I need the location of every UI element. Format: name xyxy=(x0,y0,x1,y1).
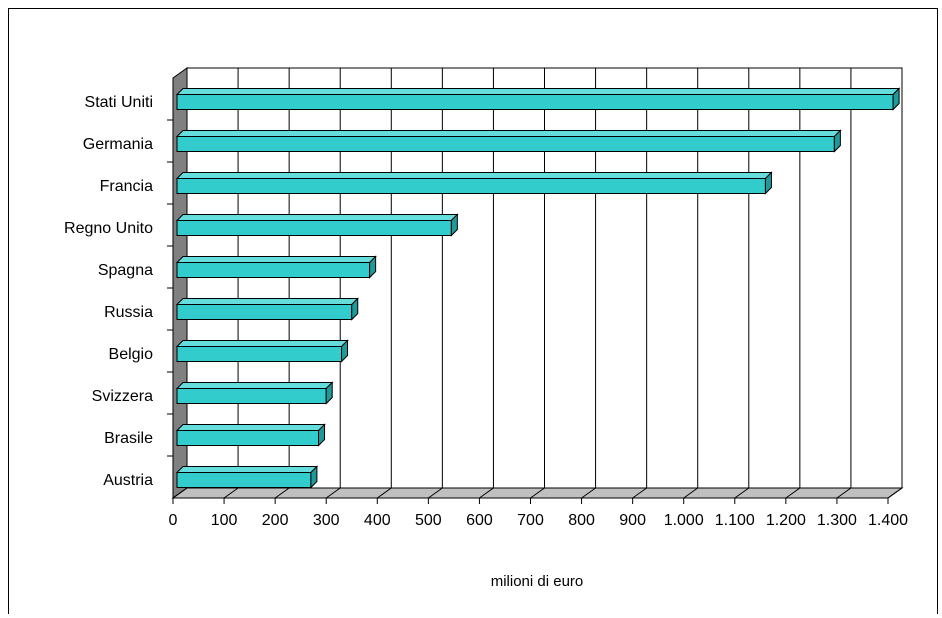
x-tick-label: 200 xyxy=(262,512,289,529)
x-tick-label: 900 xyxy=(619,512,646,529)
bar xyxy=(176,304,353,320)
y-tick-label: Stati Uniti xyxy=(85,94,153,111)
bar xyxy=(176,262,371,278)
bar-top xyxy=(175,424,326,431)
x-tick-label: 700 xyxy=(517,512,544,529)
y-tick-label: Austria xyxy=(103,472,153,489)
bar-end xyxy=(318,423,326,447)
x-tick-label: 100 xyxy=(211,512,238,529)
x-axis-title: milioni di euro xyxy=(491,573,584,590)
bar-top xyxy=(175,256,377,263)
bar-end xyxy=(450,213,458,237)
floor-gridline xyxy=(530,487,545,499)
y-tick-label: Germania xyxy=(83,136,153,153)
floor-gridline xyxy=(581,487,596,499)
x-tick-label: 1.300 xyxy=(817,512,857,529)
bar xyxy=(176,430,320,446)
bar-top xyxy=(175,172,773,179)
bar-top xyxy=(175,340,349,347)
x-tick-label: 400 xyxy=(364,512,391,529)
bar-end xyxy=(892,87,900,111)
bar-top xyxy=(175,130,842,137)
bar xyxy=(176,346,343,362)
floor-gridline xyxy=(325,487,341,499)
floor-gridline xyxy=(428,487,443,499)
bar xyxy=(176,178,766,194)
bar-end xyxy=(310,465,318,489)
bar xyxy=(176,94,894,110)
bar-end xyxy=(369,255,377,279)
floor-gridline xyxy=(223,487,239,499)
bar xyxy=(176,220,452,236)
y-axis-labels: Stati Uniti Germania Francia Regno Unito Spa… xyxy=(64,94,153,489)
bar-top xyxy=(175,214,459,221)
bar-end xyxy=(764,171,772,195)
bar-top xyxy=(175,382,334,389)
y-tick-label: Spagna xyxy=(98,262,153,279)
floor-gridline xyxy=(274,487,290,499)
bar xyxy=(176,136,835,152)
bar-end xyxy=(341,339,349,363)
y-tick-label: Svizzera xyxy=(92,388,153,405)
y-tick-label: Francia xyxy=(100,178,153,195)
x-tick-label: 800 xyxy=(568,512,595,529)
floor-gridline xyxy=(632,487,647,499)
y-tick-label: Regno Unito xyxy=(64,220,153,237)
chart-bars xyxy=(175,87,901,489)
bar-top xyxy=(175,88,901,95)
y-tick-label: Brasile xyxy=(104,430,153,447)
chart-frame xyxy=(8,8,938,614)
x-tick-label: 300 xyxy=(313,512,340,529)
bar xyxy=(176,472,312,488)
x-tick-label: 1.200 xyxy=(766,512,806,529)
bar-end xyxy=(351,297,359,321)
floor-gridline xyxy=(836,487,852,499)
x-tick-label: 1.400 xyxy=(868,512,908,529)
y-tick-label: Belgio xyxy=(109,346,154,363)
bar-end xyxy=(325,381,333,405)
x-tick-label: 500 xyxy=(415,512,442,529)
x-tick-label: 600 xyxy=(466,512,493,529)
x-tick-label: 1.000 xyxy=(664,512,704,529)
x-tick-label: 1.100 xyxy=(715,512,755,529)
floor-gridline xyxy=(376,487,392,499)
bar xyxy=(176,388,327,404)
floor-gridline xyxy=(683,487,699,499)
floor-gridline xyxy=(734,487,750,499)
y-tick-label: Russia xyxy=(104,304,153,321)
floor-gridline xyxy=(887,487,903,499)
bar-top xyxy=(175,298,359,305)
x-axis-labels: 0 100 200 300 400 500 600 700 800 900 1.000 1.100 1.… xyxy=(169,512,909,529)
bar-top xyxy=(175,466,319,473)
floor-gridline xyxy=(172,487,188,499)
bar-end xyxy=(833,129,841,153)
floor-gridline xyxy=(479,487,494,499)
floor-gridline xyxy=(785,487,801,499)
x-tick-label: 0 xyxy=(169,512,178,529)
